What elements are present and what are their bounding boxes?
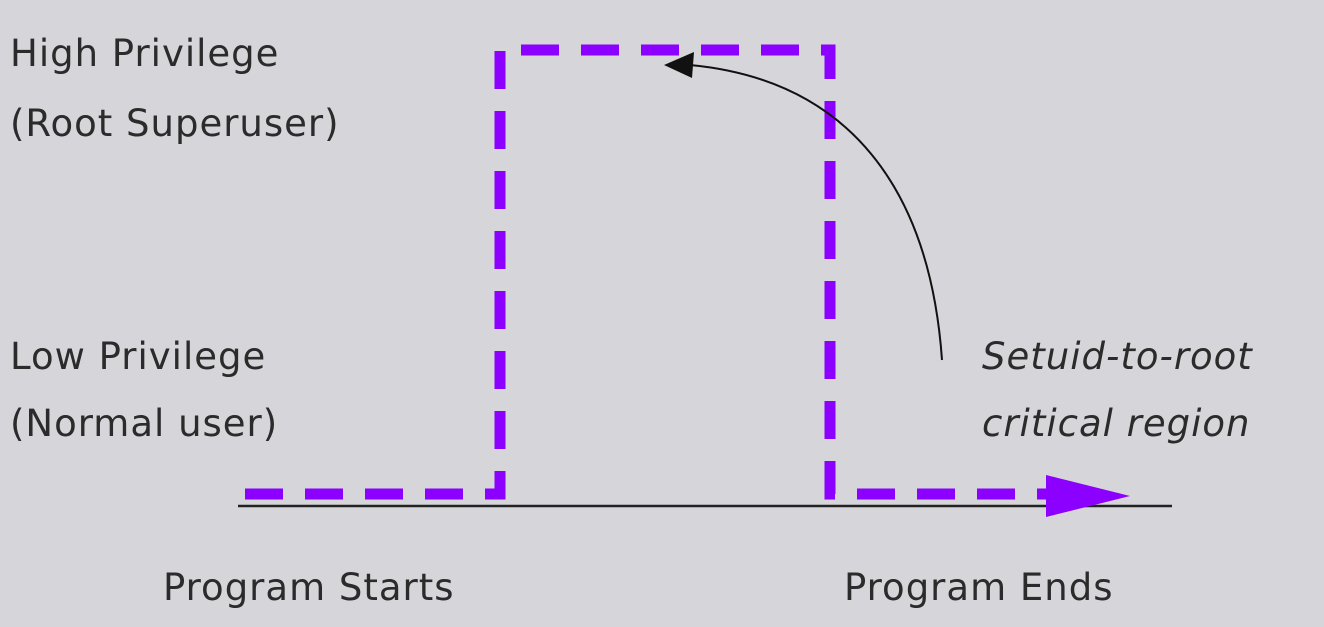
root-superuser-label: (Root Superuser) <box>10 102 340 145</box>
privilege-path-arrowhead <box>1046 475 1130 517</box>
normal-user-label: (Normal user) <box>10 402 279 445</box>
program-ends-label: Program Ends <box>844 566 1114 609</box>
setuid-region-label-line2: critical region <box>982 402 1251 445</box>
critical-region-pointer-curve <box>689 64 943 361</box>
critical-region-pointer-arrowhead <box>664 52 694 78</box>
low-privilege-label: Low Privilege <box>10 335 267 378</box>
privilege-level-path <box>245 44 1050 500</box>
program-starts-label: Program Starts <box>163 566 455 609</box>
setuid-region-label-line1: Setuid-to-root <box>982 335 1253 378</box>
high-privilege-label: High Privilege <box>10 32 280 75</box>
